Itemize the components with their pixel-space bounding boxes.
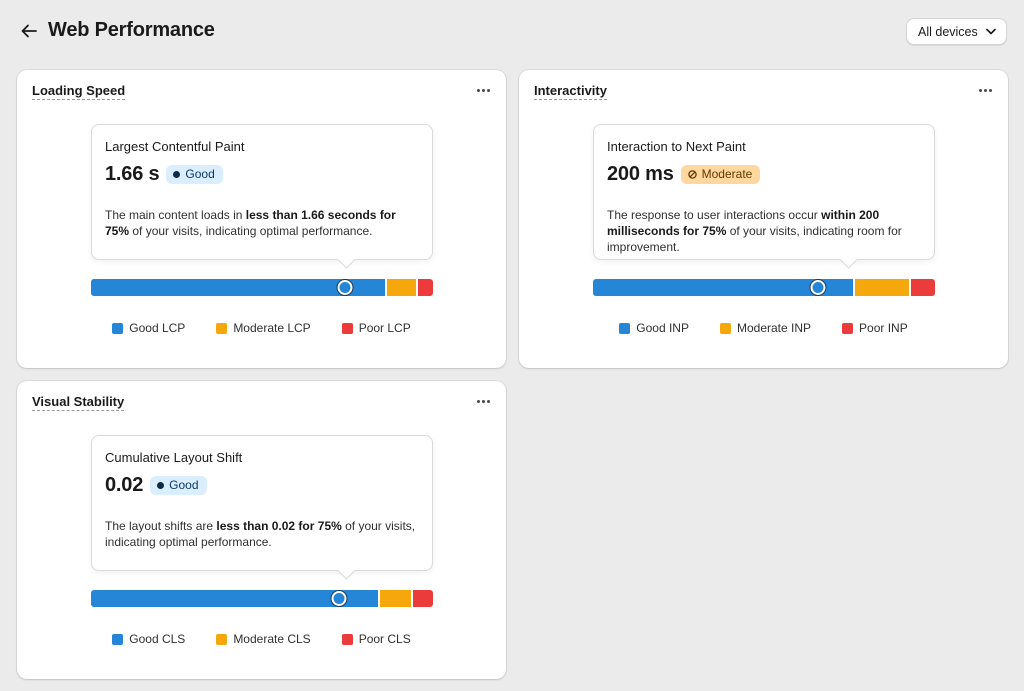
card-visual-stability: Visual Stability Cumulative Layout Shift… [17, 381, 506, 679]
metric-name: Cumulative Layout Shift [105, 450, 243, 465]
metric-tooltip: Cumulative Layout Shift 0.02 Good The la… [91, 435, 433, 571]
status-badge-label: Good [169, 477, 199, 492]
status-badge: Good [150, 475, 207, 495]
more-options-icon[interactable] [474, 393, 492, 409]
card-title[interactable]: Loading Speed [32, 83, 126, 100]
legend: Good CLS Moderate CLS Poor CLS [17, 632, 506, 646]
bar-segment-good [91, 590, 379, 607]
legend-item-moderate[interactable]: Moderate CLS [216, 632, 311, 646]
card-loading-speed: Loading Speed Largest Contentful Paint 1… [17, 70, 506, 368]
card-title[interactable]: Visual Stability [32, 394, 125, 411]
page-header: Web Performance All devices [0, 0, 1024, 64]
distribution-bar [593, 279, 935, 296]
more-options-icon[interactable] [976, 82, 994, 98]
percentile-marker[interactable] [331, 591, 347, 606]
status-badge: Moderate [680, 164, 761, 184]
distribution-bar [91, 590, 433, 607]
bar-segment-good [91, 279, 386, 296]
legend-item-good[interactable]: Good INP [619, 321, 689, 335]
more-options-icon[interactable] [474, 82, 492, 98]
chevron-down-icon [985, 28, 996, 35]
metric-name: Largest Contentful Paint [105, 139, 245, 154]
metric-description: The response to user interactions occur … [607, 208, 902, 254]
legend-item-moderate[interactable]: Moderate INP [719, 321, 811, 335]
metric-tooltip: Largest Contentful Paint 1.66 s Good The… [91, 124, 433, 260]
legend: Good INP Moderate INP Poor INP [519, 321, 1008, 335]
metric-value: 0.02 [105, 473, 144, 496]
bar-segment-poor [412, 590, 433, 607]
metric-value: 200 ms [607, 162, 674, 185]
bar-segment-moderate [387, 279, 416, 296]
distribution-bar [91, 279, 433, 296]
legend-item-poor[interactable]: Poor INP [842, 321, 908, 335]
device-filter-label: All devices [918, 24, 978, 39]
bar-segment-moderate [855, 279, 910, 296]
page-title: Web Performance [48, 19, 215, 41]
metric-description: The layout shifts are less than 0.02 for… [105, 519, 416, 549]
legend-item-moderate[interactable]: Moderate LCP [216, 321, 311, 335]
legend-item-poor[interactable]: Poor CLS [341, 632, 411, 646]
legend-item-poor[interactable]: Poor LCP [341, 321, 411, 335]
bar-segment-moderate [380, 590, 411, 607]
metric-tooltip: Interaction to Next Paint 200 ms Moderat… [593, 124, 935, 260]
percentile-marker[interactable] [337, 280, 353, 295]
back-arrow-icon[interactable] [18, 20, 40, 42]
status-badge: Good [166, 164, 223, 184]
bar-segment-poor [911, 279, 935, 296]
legend-item-good[interactable]: Good CLS [112, 632, 185, 646]
status-dot-icon [157, 481, 165, 489]
metric-description: The main content loads in less than 1.66… [105, 208, 396, 238]
card-interactivity: Interactivity Interaction to Next Paint … [519, 70, 1008, 368]
percentile-marker[interactable] [810, 280, 826, 295]
legend: Good LCP Moderate LCP Poor LCP [17, 321, 506, 335]
moderate-status-icon [687, 169, 697, 179]
status-badge-label: Good [185, 166, 215, 181]
card-title[interactable]: Interactivity [534, 83, 607, 100]
metric-value: 1.66 s [105, 162, 160, 185]
bar-segment-poor [417, 279, 433, 296]
status-dot-icon [173, 170, 181, 178]
status-badge-label: Moderate [701, 166, 753, 181]
metric-name: Interaction to Next Paint [607, 139, 746, 154]
device-filter-dropdown[interactable]: All devices [906, 18, 1007, 45]
bar-segment-good [593, 279, 854, 296]
legend-item-good[interactable]: Good LCP [112, 321, 185, 335]
